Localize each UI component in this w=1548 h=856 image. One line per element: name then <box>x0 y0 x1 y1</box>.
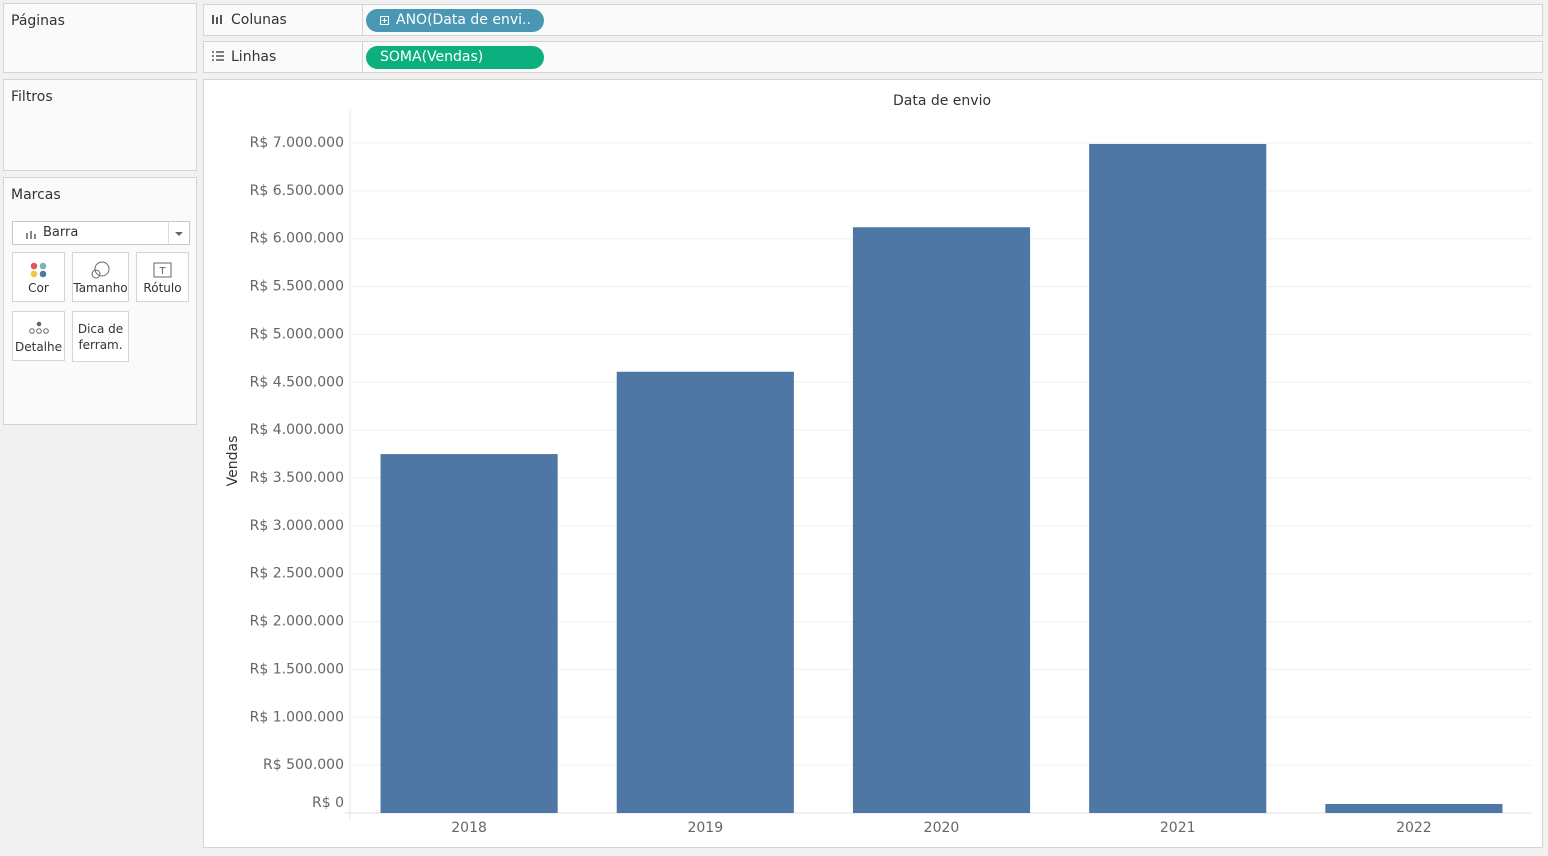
pill-text: SOMA(Vendas) <box>380 49 484 65</box>
marks-panel: Marcas Barra Cor Tamanho T Rótulo Detalh… <box>3 177 197 425</box>
y-tick-label: R$ 6.500.000 <box>250 183 344 199</box>
shelf-label: Colunas <box>231 12 287 28</box>
x-tick-label: 2019 <box>687 820 723 836</box>
button-label: Detalhe <box>14 340 62 354</box>
y-tick-label: R$ 1.500.000 <box>250 661 344 677</box>
y-tick-label: R$ 500.000 <box>263 757 344 773</box>
tooltip-button[interactable]: Dica de ferram. <box>72 311 129 362</box>
columns-shelf: Colunas ANO(Data de envi.. <box>203 4 1543 36</box>
chart: Data de envio Vendas R$ 0 R$ 500.000 R$ 1.… <box>203 79 1543 848</box>
bar <box>1325 804 1503 813</box>
y-tick-label: R$ 5.500.000 <box>250 279 344 295</box>
color-button[interactable]: Cor <box>12 252 65 302</box>
y-tick-label: R$ 4.500.000 <box>250 374 344 390</box>
pill-text: ANO(Data de envi.. <box>396 12 531 28</box>
pages-panel: Páginas <box>3 3 197 73</box>
button-label: Dica de ferram. <box>77 322 124 352</box>
columns-pill[interactable]: ANO(Data de envi.. <box>366 9 544 32</box>
y-tick-label: R$ 2.000.000 <box>250 614 344 630</box>
detail-button[interactable]: Detalhe <box>12 311 65 361</box>
y-tick-label: R$ 1.000.000 <box>250 709 344 725</box>
marks-title: Marcas <box>11 187 61 203</box>
x-tick-label: 2018 <box>451 820 487 836</box>
shelf-label: Linhas <box>231 49 277 65</box>
dropdown-arrow <box>168 222 189 244</box>
bar <box>616 371 794 813</box>
x-axis-title: Data de envio <box>893 93 991 109</box>
label-button[interactable]: T Rótulo <box>136 252 189 302</box>
button-label: Rótulo <box>143 281 182 295</box>
bar <box>1089 143 1267 813</box>
x-tick-label: 2020 <box>924 820 960 836</box>
svg-text:T: T <box>158 266 166 277</box>
y-tick-label: R$ 2.500.000 <box>250 566 344 582</box>
mark-type-dropdown[interactable]: Barra <box>12 221 190 245</box>
y-tick-label: R$ 3.500.000 <box>250 470 344 486</box>
columns-icon <box>212 15 222 24</box>
mark-type: Barra <box>43 225 79 240</box>
bar <box>380 454 558 813</box>
rows-pill[interactable]: SOMA(Vendas) <box>366 46 544 69</box>
bar-icon <box>26 231 36 239</box>
rows-icon <box>212 51 224 61</box>
y-tick-label: R$ 4.000.000 <box>250 422 344 438</box>
filters-panel: Filtros <box>3 79 197 171</box>
size-button[interactable]: Tamanho <box>72 252 129 302</box>
y-tick-label: R$ 3.000.000 <box>250 518 344 534</box>
rows-shelf: Linhas SOMA(Vendas) <box>203 41 1543 73</box>
y-tick-label: R$ 6.000.000 <box>250 231 344 247</box>
y-tick-label: R$ 5.000.000 <box>250 326 344 342</box>
filters-title: Filtros <box>11 89 53 105</box>
bar <box>852 227 1031 813</box>
y-tick-label: R$ 0 <box>312 795 344 811</box>
button-label: Cor <box>28 281 49 295</box>
x-tick-label: 2021 <box>1160 820 1196 836</box>
y-axis-title: Vendas <box>225 436 241 487</box>
button-label: Tamanho <box>73 281 128 295</box>
pages-title: Páginas <box>11 13 65 29</box>
y-tick-label: R$ 7.000.000 <box>250 135 344 151</box>
x-tick-label: 2022 <box>1396 820 1432 836</box>
